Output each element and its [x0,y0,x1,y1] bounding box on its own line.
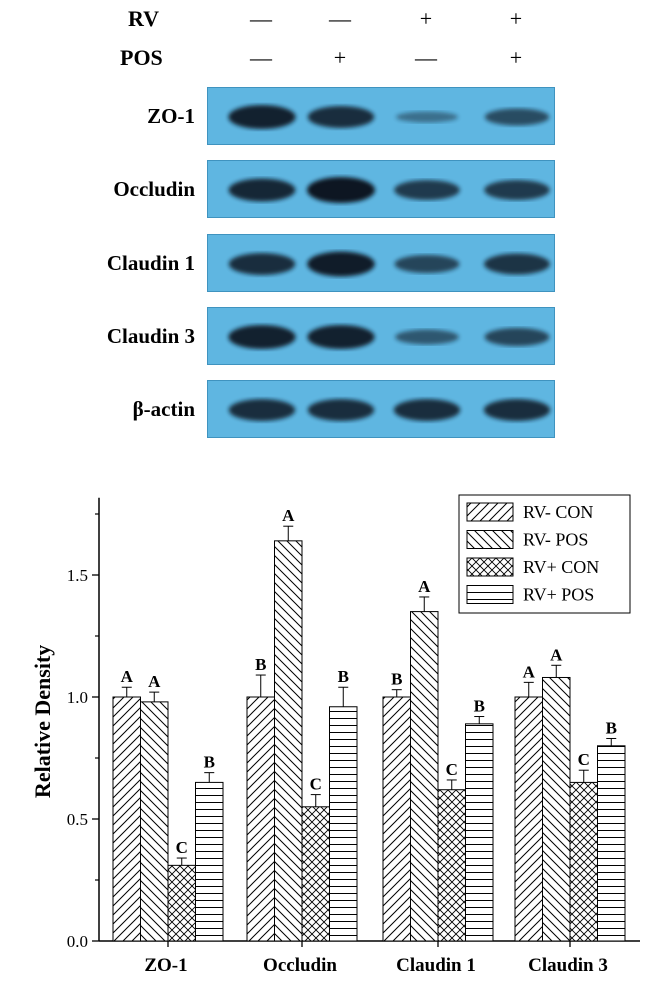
significance-letter: C [176,838,188,857]
bar [514,696,543,942]
blot-row-label: Occludin [113,177,195,201]
condition-mark: — [329,6,351,31]
bar [140,701,169,942]
significance-letter: B [338,667,349,686]
blot-row-label: Claudin 1 [106,251,195,275]
bar-chart-svg: 0.0 0.5 1.0 1.5 Relative Density ZO-1 Occludin… [30,494,640,976]
significance-letter: A [418,577,431,596]
y-tick-label: 1.5 [67,566,88,585]
condition-mark: — [250,45,272,70]
bar [274,540,303,942]
protein-band [484,108,550,126]
blot-bands [228,399,551,421]
blot-panel [207,87,555,145]
blot-row-label: β-actin [132,397,195,421]
significance-letter: A [282,506,295,525]
significance-letter: B [255,655,266,674]
bar [329,706,358,942]
y-axis-label: Relative Density [30,645,55,798]
protein-band [228,399,296,421]
y-tick-label: 0.5 [67,810,88,829]
protein-band [484,180,550,200]
bar [195,781,224,942]
bar [597,745,626,942]
legend-swatch [466,502,514,522]
protein-band [307,325,375,349]
blot-panel [207,307,555,365]
protein-band [307,106,375,128]
significance-letter: B [606,718,617,737]
bar [437,789,466,942]
significance-letter: C [310,775,322,794]
blot-bands [228,251,550,277]
condition-mark: + [509,45,523,70]
protein-band [394,255,460,273]
protein-band [307,177,375,203]
protein-band [228,178,296,202]
protein-band [396,111,458,123]
significance-letter: C [578,750,590,769]
bar [167,864,196,942]
condition-mark: + [419,6,433,31]
significance-letter: A [523,662,536,681]
protein-band [228,325,296,349]
bar-chart: 0.0 0.5 1.0 1.5 Relative Density ZO-1 Occludin… [0,470,650,987]
y-tick-label: 1.0 [67,688,88,707]
blot-bands [228,325,550,349]
legend-swatch [466,530,514,549]
legend-label: RV- POS [523,530,588,550]
significance-letter: B [391,670,402,689]
blot-panel [207,380,555,438]
x-tick-label: Claudin 3 [528,955,608,976]
protein-band [393,399,461,421]
x-tick-label: Claudin 1 [396,955,476,976]
legend-swatch [466,585,514,604]
protein-band [395,329,459,345]
bar [465,723,494,942]
bar [246,696,275,942]
protein-band [228,253,296,275]
protein-band [394,180,460,200]
significance-letter: B [474,697,485,716]
bar [569,781,598,942]
bar [410,611,439,942]
protein-band [228,105,296,129]
protein-band [307,399,375,421]
condition-label-pos: POS [120,45,163,70]
blot-bands [228,177,550,203]
legend-label: RV+ POS [523,585,594,605]
bar [542,676,571,942]
significance-letter: A [550,645,563,664]
condition-mark: + [333,45,347,70]
significance-letter: C [446,760,458,779]
legend-swatch [466,557,514,577]
blot-panel [207,234,555,292]
protein-band [484,328,550,346]
bar [382,696,411,942]
y-tick-label: 0.0 [67,932,88,951]
bar [301,806,330,942]
blot-panel [207,160,555,218]
blot-row-label: Claudin 3 [106,324,195,348]
condition-mark: — [415,45,437,70]
condition-mark: — [250,6,272,31]
protein-band [483,399,551,421]
protein-band [484,253,550,275]
western-blot-figure: RV — — + + POS — + — + ZO-1 Occludin Claudin 1 Claudi… [0,0,650,460]
x-tick-label: Occludin [263,955,337,976]
blot-row-label: ZO-1 [147,104,195,128]
condition-mark: + [509,6,523,31]
significance-letter: B [204,753,215,772]
blot-bands [228,105,550,129]
significance-letter: A [148,672,161,691]
legend-label: RV- CON [523,502,593,522]
condition-label-rv: RV [128,6,160,31]
significance-letter: A [121,667,134,686]
x-tick-label: ZO-1 [144,955,187,976]
protein-band [307,251,375,277]
bar [112,696,141,942]
legend-label: RV+ CON [523,557,599,577]
